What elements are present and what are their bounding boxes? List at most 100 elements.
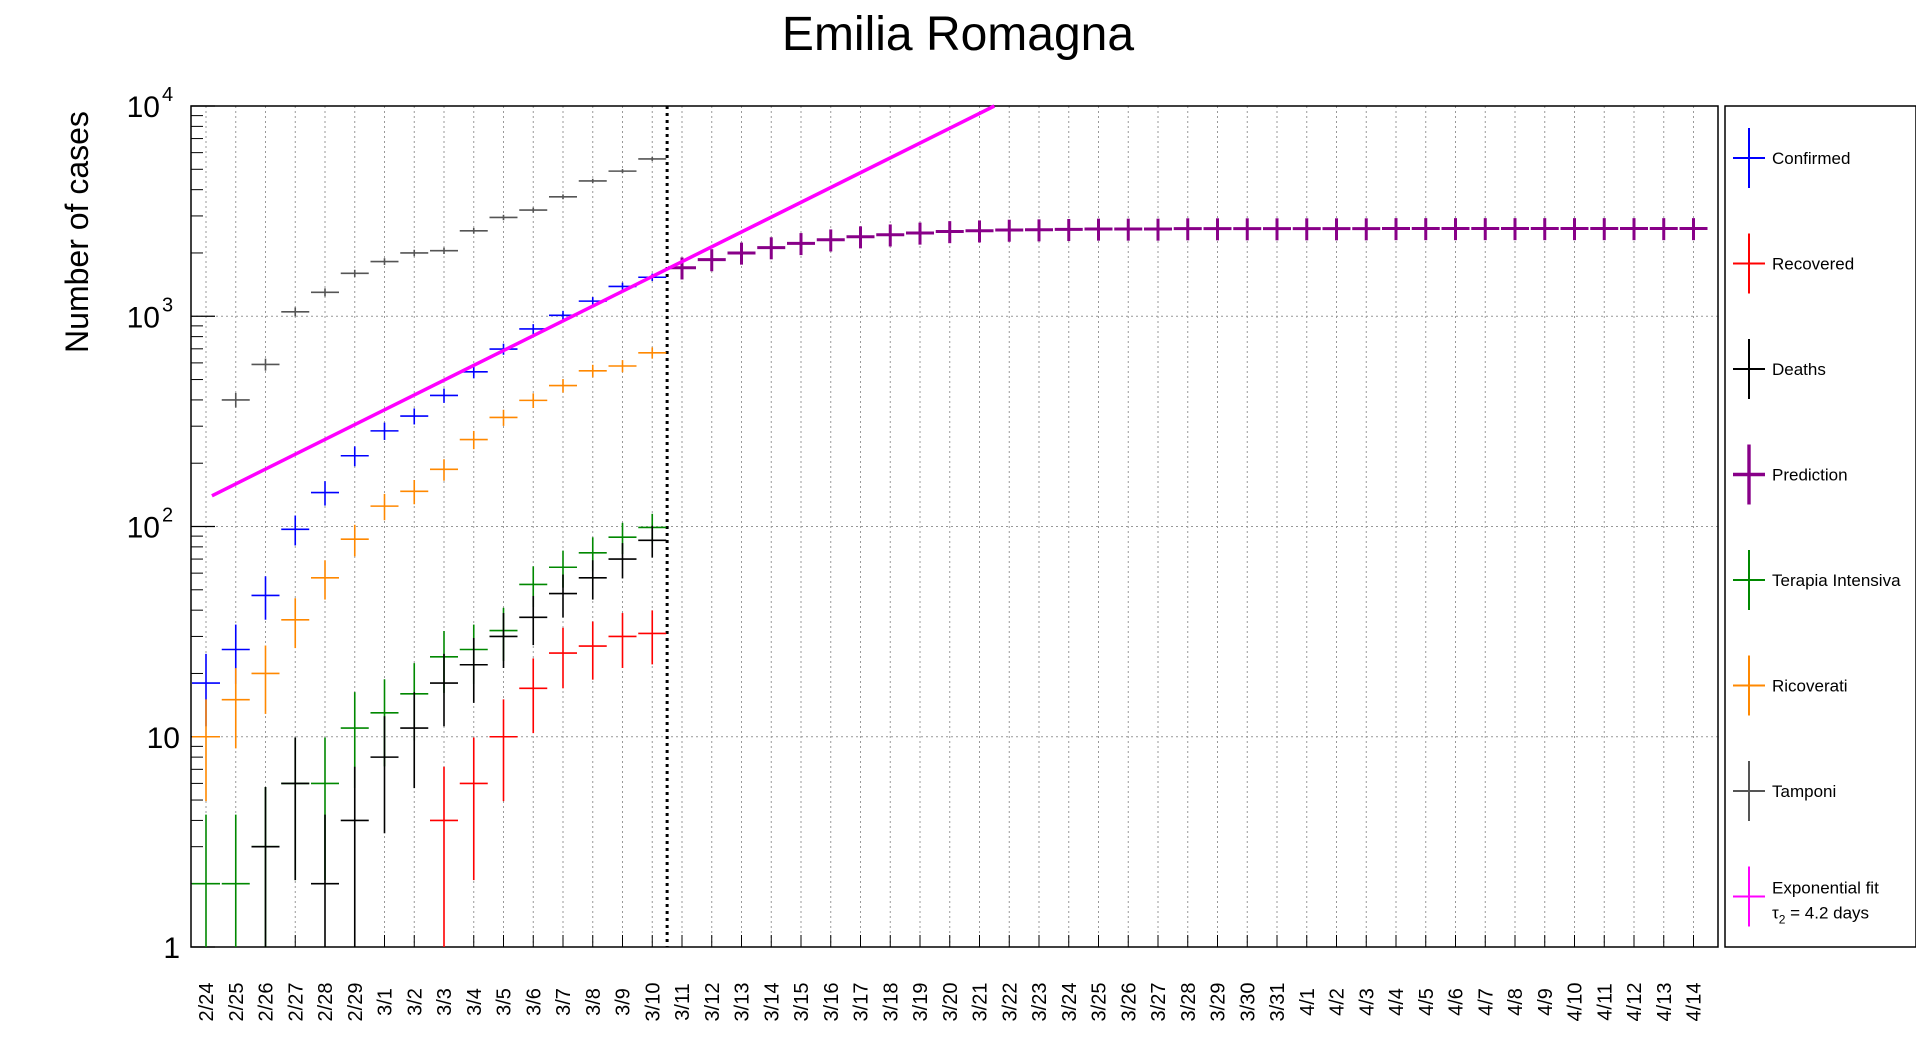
series-confirmed: [192, 273, 667, 727]
data-point: [906, 222, 934, 245]
data-point: [400, 249, 429, 257]
x-tick-label: 4/2: [1327, 988, 1349, 1016]
x-tick-label: 4/10: [1565, 983, 1587, 1022]
x-tick-label: 4/14: [1684, 983, 1706, 1022]
x-tick-label: 3/18: [880, 983, 902, 1022]
data-point: [281, 307, 310, 317]
fit-line: [211, 104, 996, 498]
data-point: [400, 692, 429, 789]
y-minor-ticks: [191, 115, 203, 885]
data-point: [995, 219, 1024, 242]
data-point: [549, 194, 577, 200]
data-point: [608, 613, 637, 668]
x-tick-label: 4/7: [1475, 988, 1497, 1016]
legend-item-confirmed: Confirmed: [1733, 128, 1850, 188]
series-prediction: [668, 218, 1708, 280]
data-point: [1590, 218, 1619, 241]
x-tick-label: 3/2: [404, 988, 426, 1016]
series-recovered: [430, 610, 667, 947]
data-point: [1084, 218, 1113, 241]
data-point: [578, 364, 607, 378]
x-tick-label: 3/22: [999, 983, 1021, 1022]
data-point: [221, 392, 250, 408]
data-point: [519, 207, 548, 213]
data-point: [1382, 218, 1410, 241]
x-tick-label: 3/26: [1118, 983, 1140, 1022]
x-tick-label: 4/5: [1416, 988, 1438, 1016]
data-point: [1501, 218, 1529, 241]
data-point: [727, 242, 756, 265]
data-point: [430, 766, 458, 947]
data-point: [459, 430, 488, 450]
data-point: [251, 645, 280, 714]
x-tick-label: 3/11: [672, 983, 694, 1020]
data-point: [430, 388, 458, 403]
data-point: [311, 288, 339, 297]
legend-label: Deaths: [1772, 360, 1826, 379]
x-tick-label: 3/16: [821, 983, 843, 1022]
data-point: [340, 524, 369, 557]
data-point: [519, 393, 548, 409]
x-tick-label: 4/12: [1624, 983, 1646, 1022]
x-tick-label: 3/7: [553, 988, 575, 1016]
legend-item-tamponi: Tamponi: [1733, 761, 1836, 821]
x-tick-label: 3/29: [1208, 983, 1230, 1022]
data-point: [608, 360, 637, 373]
x-tick-label: 3/24: [1059, 983, 1081, 1022]
data-point: [965, 220, 994, 243]
legend-fit-parameter: τ2 = 4.2 days: [1772, 904, 1869, 927]
data-point: [370, 716, 399, 834]
data-point: [251, 358, 280, 371]
x-tick-label: 4/4: [1386, 988, 1408, 1016]
grid: [191, 106, 1718, 947]
data-point: [400, 408, 429, 425]
x-tick-label: 3/12: [702, 983, 724, 1022]
data-point: [1471, 218, 1500, 241]
x-tick-label: 3/8: [583, 988, 605, 1016]
data-point: [578, 178, 607, 184]
data-point: [370, 422, 399, 440]
x-tick-label: 3/30: [1237, 983, 1259, 1022]
x-tick-label: 4/1: [1297, 988, 1319, 1016]
data-point: [311, 814, 339, 947]
data-point: [1322, 218, 1351, 241]
data-point: [1025, 219, 1053, 242]
legend-label: Prediction: [1772, 466, 1848, 485]
data-point: [221, 814, 250, 947]
legend-item-deaths: Deaths: [1733, 339, 1826, 399]
data-point: [251, 576, 280, 620]
x-tick-label: 3/9: [613, 988, 635, 1016]
data-point: [757, 237, 786, 260]
data-point: [459, 227, 488, 234]
chart-title: Emilia Romagna: [782, 8, 1134, 61]
data-point: [1411, 218, 1440, 241]
x-tick-label: 3/15: [791, 983, 813, 1022]
x-tick-label: 2/28: [315, 983, 337, 1022]
x-tick-label: 3/20: [940, 983, 962, 1022]
data-point: [638, 347, 667, 359]
y-tick-label: 1: [163, 932, 180, 965]
legend-label: Terapia Intensiva: [1772, 571, 1901, 590]
y-tick-label: 10: [127, 512, 160, 545]
data-point: [1263, 218, 1291, 241]
x-tick-label: 3/21: [970, 983, 992, 1022]
x-tick-label: 3/31: [1267, 983, 1289, 1022]
data-point: [608, 543, 637, 579]
data-point: [638, 610, 667, 665]
data-point: [311, 481, 339, 506]
data-point: [489, 409, 518, 426]
data-point: [519, 658, 548, 734]
data-point: [281, 515, 310, 546]
x-tick-label: 3/5: [494, 988, 516, 1016]
data-point: [1054, 219, 1083, 242]
x-tick-label: 3/4: [464, 988, 486, 1016]
series-terapia-intensiva: [192, 513, 667, 947]
x-tick-label: 3/14: [761, 983, 783, 1022]
x-tick-label: 3/13: [732, 983, 754, 1022]
data-point: [340, 446, 369, 467]
y-tick-label: 10: [127, 301, 160, 334]
data-point: [459, 737, 488, 881]
y-tick-label: 10: [127, 91, 160, 124]
